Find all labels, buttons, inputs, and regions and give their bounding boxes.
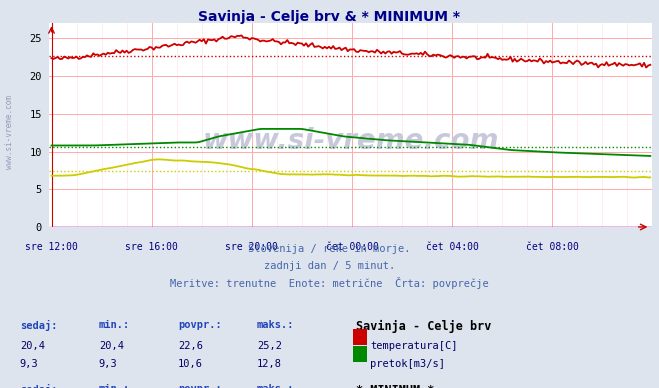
Text: čet 08:00: čet 08:00: [526, 242, 579, 253]
Text: pretok[m3/s]: pretok[m3/s]: [370, 359, 445, 369]
Text: sre 20:00: sre 20:00: [225, 242, 278, 253]
Text: 9,3: 9,3: [99, 359, 117, 369]
Text: Slovenija / reke in morje.: Slovenija / reke in morje.: [248, 244, 411, 255]
Text: sedaj:: sedaj:: [20, 320, 57, 331]
Text: temperatura[C]: temperatura[C]: [370, 341, 458, 352]
Text: maks.:: maks.:: [257, 320, 295, 330]
Text: 22,6: 22,6: [178, 341, 203, 352]
Text: Savinja - Celje brv: Savinja - Celje brv: [356, 320, 491, 333]
Text: min.:: min.:: [99, 384, 130, 388]
Text: 25,2: 25,2: [257, 341, 282, 352]
Text: Meritve: trenutne  Enote: metrične  Črta: povprečje: Meritve: trenutne Enote: metrične Črta: …: [170, 277, 489, 289]
Text: sre 12:00: sre 12:00: [25, 242, 78, 253]
Text: 10,6: 10,6: [178, 359, 203, 369]
Text: povpr.:: povpr.:: [178, 320, 221, 330]
Text: 20,4: 20,4: [20, 341, 45, 352]
Text: čet 04:00: čet 04:00: [426, 242, 478, 253]
Text: maks.:: maks.:: [257, 384, 295, 388]
Text: sre 16:00: sre 16:00: [125, 242, 178, 253]
Text: sedaj:: sedaj:: [20, 384, 57, 388]
Text: 20,4: 20,4: [99, 341, 124, 352]
Text: 12,8: 12,8: [257, 359, 282, 369]
Text: povpr.:: povpr.:: [178, 384, 221, 388]
Text: čet 00:00: čet 00:00: [326, 242, 378, 253]
Text: www.si-vreme.com: www.si-vreme.com: [203, 127, 499, 156]
Text: www.si-vreme.com: www.si-vreme.com: [5, 95, 14, 169]
Text: * MINIMUM *: * MINIMUM *: [356, 384, 434, 388]
Text: Savinja - Celje brv & * MINIMUM *: Savinja - Celje brv & * MINIMUM *: [198, 10, 461, 24]
Text: 9,3: 9,3: [20, 359, 38, 369]
Text: zadnji dan / 5 minut.: zadnji dan / 5 minut.: [264, 261, 395, 271]
Text: min.:: min.:: [99, 320, 130, 330]
